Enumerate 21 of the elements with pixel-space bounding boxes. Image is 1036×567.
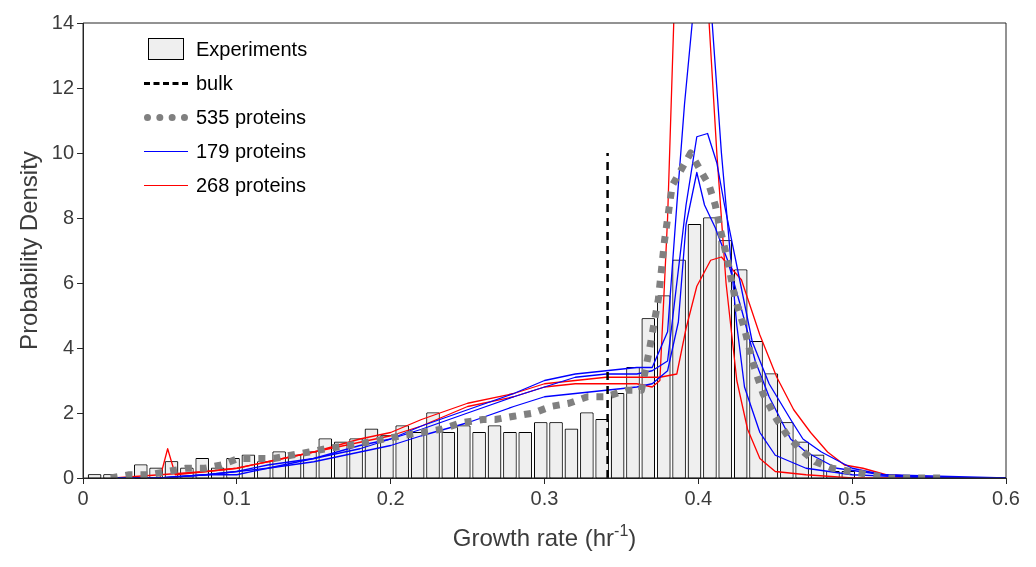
- x-tick-label: 0.1: [222, 486, 251, 509]
- x-tick-label: 0.2: [376, 486, 405, 509]
- y-tick-label: 14: [51, 10, 75, 33]
- legend-label: 179 proteins: [196, 139, 307, 163]
- x-tick-label: 0.4: [684, 486, 713, 509]
- legend-label: 268 proteins: [196, 173, 307, 197]
- y-tick-label: 2: [62, 400, 75, 423]
- legend-label: 535 proteins: [196, 105, 307, 129]
- y-tick-label: 0: [62, 465, 75, 488]
- x-tick-label: 0.5: [838, 486, 867, 509]
- x-tick-label: 0: [77, 486, 89, 509]
- x-tick-label: 0.6: [992, 486, 1020, 509]
- y-tick-label: 4: [62, 335, 75, 358]
- legend-label: bulk: [196, 71, 233, 95]
- legend-label: Experiments: [196, 37, 308, 61]
- y-tick-label: 12: [51, 75, 75, 98]
- y-axis-title: Probability Density: [15, 151, 43, 350]
- y-tick-label: 6: [62, 270, 75, 293]
- x-tick-label: 0.3: [530, 486, 559, 509]
- y-tick-label: 10: [51, 140, 75, 163]
- y-tick-label: 8: [62, 205, 75, 228]
